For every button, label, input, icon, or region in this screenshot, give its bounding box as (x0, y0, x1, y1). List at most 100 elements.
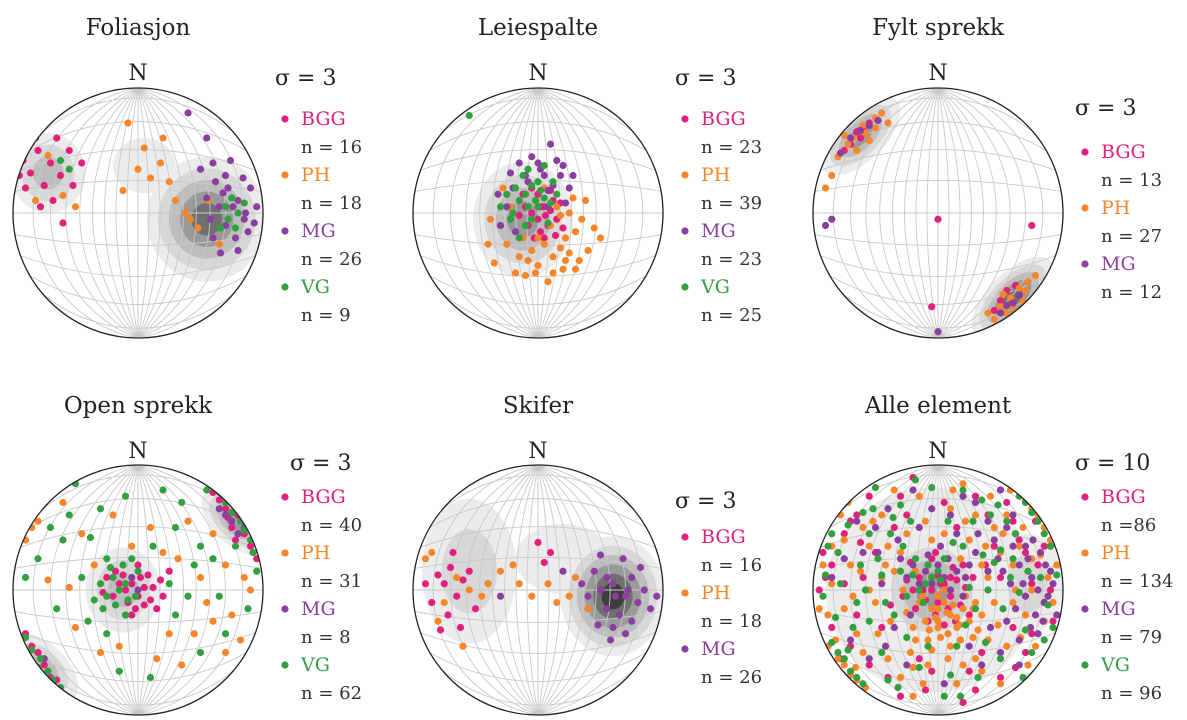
data-point-mg (1046, 567, 1055, 575)
data-point-ph (909, 663, 917, 672)
data-point-ph (840, 605, 848, 613)
data-point-ph (109, 511, 117, 519)
data-point-bgg (928, 667, 936, 675)
data-point-bgg (921, 686, 930, 694)
north-label: N (528, 61, 547, 86)
data-point-mg (569, 171, 577, 180)
net-grid (13, 88, 263, 338)
data-point-ph (159, 134, 167, 142)
data-point-vg (84, 617, 92, 625)
data-point-mg (1009, 299, 1017, 307)
data-point-ph (840, 536, 848, 544)
data-point-mg (628, 573, 636, 582)
data-point-ph (874, 630, 882, 638)
net-outline (412, 464, 664, 716)
data-point-bgg (928, 303, 936, 311)
data-point-ph (553, 203, 561, 211)
data-point-bgg (221, 505, 230, 513)
data-point-bgg (859, 573, 867, 582)
data-point-ph (115, 642, 123, 650)
data-point-bgg (144, 571, 152, 579)
data-point-ph (928, 605, 936, 613)
legend-label: PH (301, 542, 330, 564)
data-point-mg (903, 661, 911, 669)
data-point-ph (496, 567, 505, 575)
data-point-mg (636, 563, 645, 572)
data-point-bgg (153, 605, 161, 613)
data-point-bgg (1003, 498, 1011, 507)
data-point-mg (1031, 611, 1040, 619)
data-point-vg (844, 521, 852, 529)
data-point-bgg (1009, 623, 1017, 632)
data-point-mg (1009, 511, 1017, 519)
data-point-vg (953, 642, 961, 650)
data-point-vg (503, 190, 511, 198)
data-point-bgg (434, 571, 442, 579)
data-point-ph (851, 663, 860, 672)
data-point-bgg (940, 498, 948, 507)
data-point-mg (1034, 586, 1042, 594)
legend-marker (281, 549, 289, 557)
data-point-ph (524, 256, 532, 265)
data-point-vg (874, 555, 882, 563)
data-point-ph (153, 655, 161, 663)
data-point-ph (1003, 309, 1011, 317)
data-point-ph (569, 194, 577, 202)
data-point-ph (990, 598, 998, 607)
net-outline (12, 87, 264, 339)
data-point-mg (221, 511, 230, 519)
data-point-vg (171, 611, 180, 619)
data-point-bgg (540, 234, 548, 242)
data-point-ph (928, 536, 936, 544)
data-point-vg (834, 648, 842, 657)
data-point-ph (596, 234, 605, 242)
data-point-bgg (878, 623, 886, 632)
data-point-ph (890, 486, 898, 494)
data-point-ph (909, 623, 917, 632)
data-point-ph (878, 511, 886, 519)
data-point-vg (878, 571, 886, 579)
data-point-bgg (1028, 221, 1036, 230)
data-point-ph (215, 240, 223, 248)
data-point-mg (241, 209, 250, 217)
data-point-vg (115, 667, 123, 675)
data-point-bgg (49, 196, 57, 205)
data-point-bgg (56, 171, 65, 180)
data-point-vg (99, 605, 107, 613)
data-point-vg (190, 561, 198, 569)
data-point-ph (221, 648, 230, 657)
legend-label: PH (301, 164, 330, 186)
data-point-ph (1031, 271, 1040, 280)
data-point-vg (519, 171, 527, 180)
data-point-ph (990, 523, 998, 532)
legend-label: MG (701, 220, 736, 242)
data-point-mg (253, 203, 261, 211)
data-point-bgg (140, 583, 148, 592)
data-point-ph (990, 315, 998, 323)
data-point-bgg (865, 661, 873, 669)
legend-count: n = 62 (301, 683, 362, 704)
data-point-vg (553, 190, 561, 198)
panel-title: Foliasjon (86, 15, 191, 41)
data-point-bgg (971, 492, 980, 500)
data-point-vg (119, 561, 127, 569)
data-point-vg (549, 178, 557, 186)
data-point-mg (928, 580, 936, 588)
data-point-mg (1015, 561, 1023, 569)
data-point-bgg (65, 146, 73, 155)
data-point-ph (571, 573, 580, 582)
data-point-bgg (856, 538, 865, 547)
panel-title: Alle element (864, 393, 1012, 419)
legend-count: n = 8 (301, 627, 351, 648)
data-point-bgg (828, 561, 836, 569)
data-point-bgg (421, 580, 430, 588)
data-point-ph (859, 648, 867, 657)
data-point-ph (203, 598, 211, 607)
data-point-ph (146, 523, 155, 532)
data-point-bgg (931, 548, 940, 557)
data-point-vg (124, 596, 132, 604)
data-point-ph (971, 511, 980, 519)
north-label: N (128, 61, 147, 86)
data-point-bgg (911, 605, 920, 613)
data-point-vg (949, 538, 957, 547)
